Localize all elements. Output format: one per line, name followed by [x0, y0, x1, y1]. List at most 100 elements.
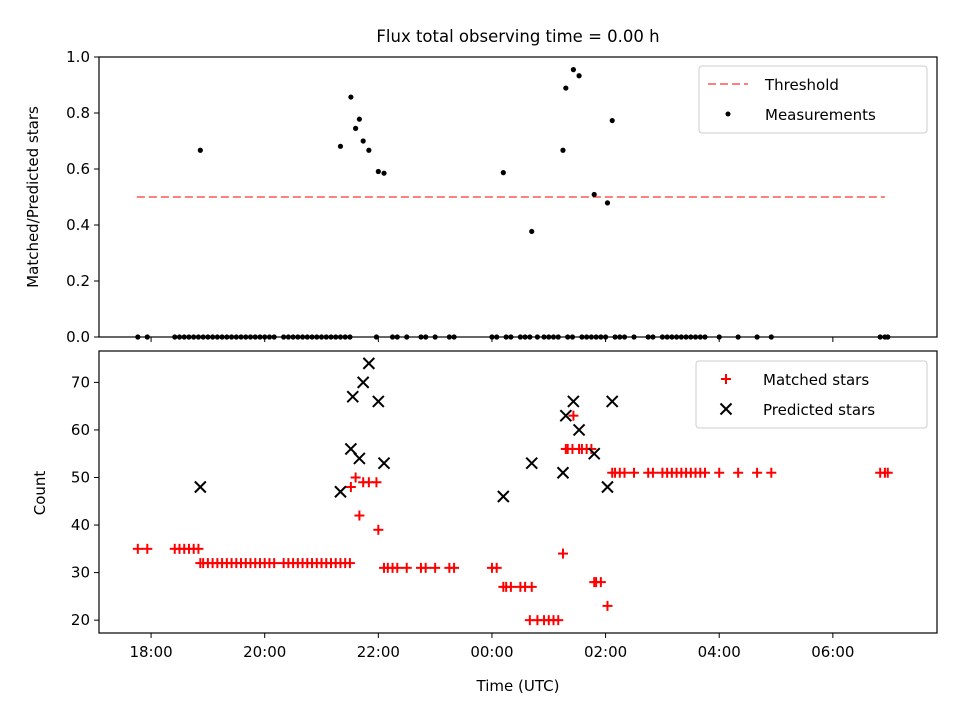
matched-star-point [568, 410, 579, 421]
matched-star-point [714, 467, 725, 478]
legend-plus-marker [721, 374, 731, 384]
matched-star-point [647, 467, 658, 478]
matched-star-point [420, 562, 431, 573]
predicted-star-point [559, 409, 573, 422]
bottom-x-tick-label: 22:00 [357, 643, 400, 661]
bottom-y-tick-label: 60 [71, 421, 90, 439]
top-y-tick-label: 0.6 [66, 160, 90, 178]
predicted-star-point [588, 447, 601, 460]
measurement-point [353, 125, 359, 131]
measurement-points [135, 67, 891, 340]
predicted-star-point [356, 376, 370, 389]
bottom-y-tick-label: 30 [71, 564, 90, 582]
matched-stars-points [132, 410, 893, 626]
predicted-star-point [372, 395, 385, 408]
matched-star-point [193, 543, 204, 554]
bottom-x-tick-label: 02:00 [584, 643, 627, 661]
matched-star-point [733, 467, 744, 478]
top-plot-frame [98, 56, 938, 338]
bottom-legend-box [695, 360, 928, 429]
predicted-star-point [572, 423, 586, 437]
bottom-legend: Matched stars Predicted stars [695, 360, 928, 429]
measurement-point [529, 228, 535, 235]
measurement-point [366, 147, 372, 153]
bottom-panel: 20 30 40 50 60 70 18:00 20:00 22:00 00:00 02:00 04… [31, 350, 938, 695]
matched-star-point [526, 581, 537, 592]
matched-star-point [553, 615, 564, 626]
top-y-tick-label: 1.0 [66, 48, 90, 66]
matched-star-point [142, 543, 153, 554]
predicted-star-point [334, 485, 347, 498]
measurement-point [609, 117, 615, 124]
matched-star-point [430, 562, 441, 573]
matched-star-point [401, 562, 412, 573]
top-legend-box [698, 65, 928, 134]
matched-star-point [350, 472, 361, 483]
predicted-star-point [362, 357, 376, 370]
matched-star-point [700, 467, 711, 478]
measurement-point [500, 170, 506, 176]
predicted-star-point [346, 390, 359, 403]
top-panel: 0.0 0.2 0.4 0.6 0.8 1.0 Matched/Predicted sta… [24, 48, 938, 346]
matched-star-point [392, 562, 403, 573]
matched-star-point [449, 562, 460, 573]
matched-star-point [628, 467, 639, 478]
matched-star-point [602, 600, 613, 611]
bottom-y-tick-label: 40 [71, 516, 90, 534]
bottom-y-tick-label: 50 [71, 468, 90, 486]
x-axis-label: Time (UTC) [476, 677, 560, 695]
matched-star-point [345, 482, 356, 493]
measurement-point [360, 138, 366, 144]
predicted-star-point [194, 480, 207, 494]
measurement-point [337, 143, 344, 149]
bottom-x-tick-label: 18:00 [129, 643, 172, 661]
matched-star-point [354, 510, 365, 521]
measurement-point [356, 116, 362, 122]
legend-x-marker [719, 402, 733, 416]
top-legend: Threshold Measurements [698, 65, 928, 134]
measurement-point [381, 170, 387, 176]
legend-threshold-label: Threshold [764, 76, 839, 94]
measurement-point [375, 168, 381, 175]
bottom-y-tick-label: 70 [71, 373, 90, 391]
matched-star-point [586, 443, 597, 454]
chart-title: Flux total observing time = 0.00 h [376, 27, 659, 46]
top-y-tick-label: 0.4 [66, 216, 90, 234]
top-y-axis-label: Matched/Predicted stars [24, 106, 42, 288]
bottom-plot-frame [98, 350, 938, 634]
matched-star-point [557, 548, 568, 559]
matched-star-point [766, 467, 777, 478]
matched-star-point [269, 558, 280, 569]
legend-predicted-swatch [719, 402, 733, 416]
predicted-star-point [525, 457, 538, 470]
legend-matched-label: Matched stars [763, 371, 869, 389]
measurement-point [604, 200, 611, 206]
measurement-point [197, 147, 203, 153]
matched-star-point [752, 467, 763, 478]
bottom-x-tick-label: 06:00 [811, 643, 854, 661]
matched-star-point [371, 477, 382, 488]
legend-matched-swatch [721, 374, 731, 384]
predicted-star-point [606, 395, 619, 408]
predicted-star-point [353, 452, 366, 465]
matched-star-point [619, 467, 630, 478]
predicted-star-point [556, 466, 570, 479]
legend-measurements-label: Measurements [765, 106, 876, 124]
bottom-y-tick-label: 20 [71, 611, 90, 629]
measurement-point [570, 67, 576, 73]
top-y-axis: 0.0 0.2 0.4 0.6 0.8 1.0 [66, 48, 99, 346]
measurement-point [591, 191, 597, 198]
bottom-x-tick-label: 00:00 [470, 643, 513, 661]
predicted-star-point [567, 395, 580, 408]
legend-measurements-swatch [725, 111, 731, 117]
measurement-point [348, 94, 354, 100]
matched-star-point [373, 524, 384, 535]
bottom-x-tick-label: 04:00 [698, 643, 741, 661]
predicted-star-point [377, 457, 391, 470]
matched-star-point [344, 558, 355, 569]
measurement-point [560, 147, 566, 153]
measurement-point [563, 85, 569, 91]
matched-star-point [505, 581, 516, 592]
bottom-y-axis-label: Count [31, 471, 49, 516]
